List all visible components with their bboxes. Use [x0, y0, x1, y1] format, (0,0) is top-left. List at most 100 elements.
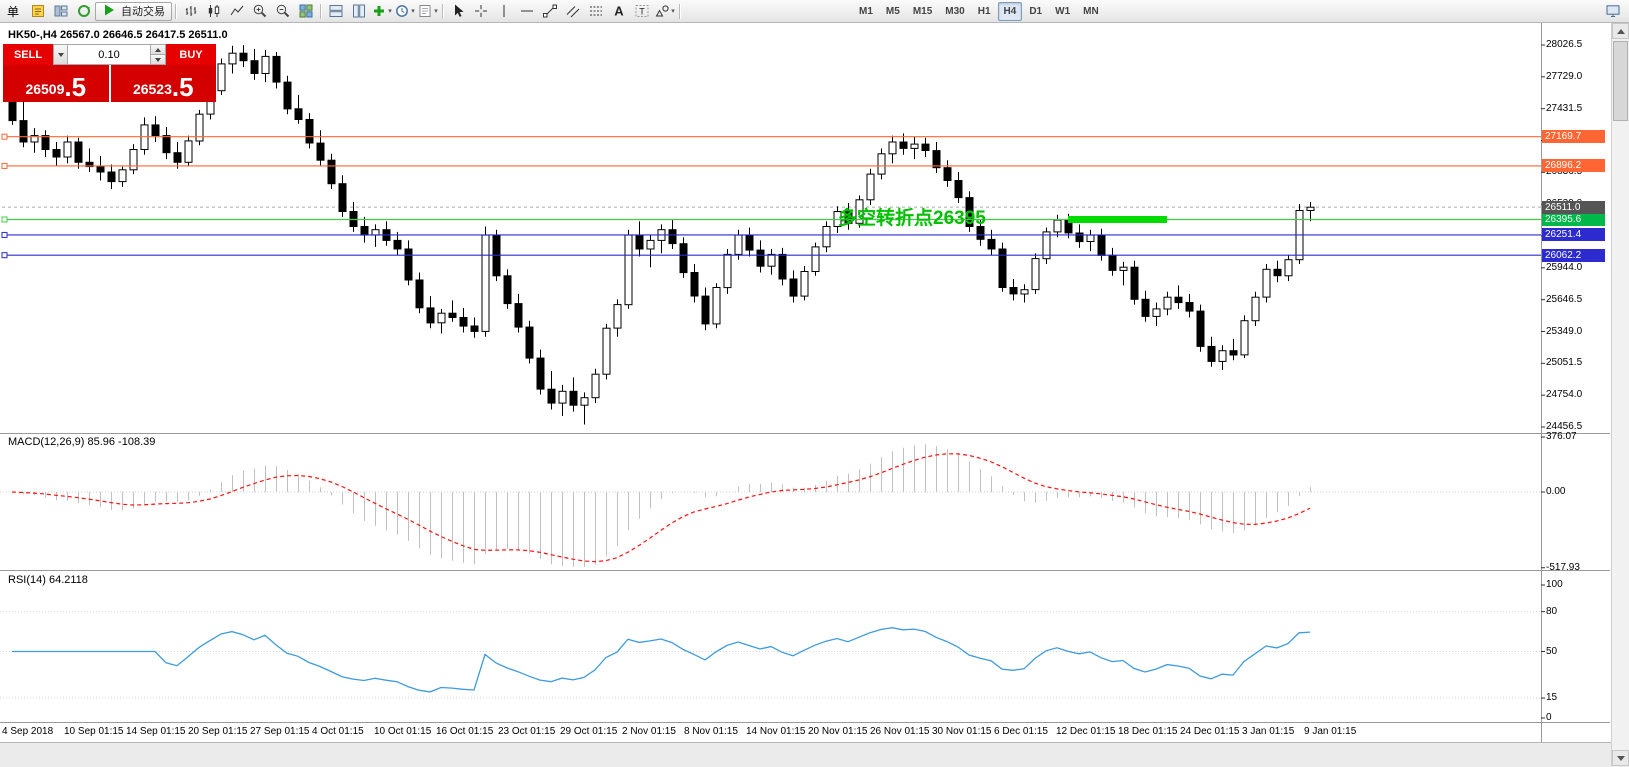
timeframe-button-d1[interactable]: D1 — [1029, 5, 1043, 17]
timeframe-button-m30[interactable]: M30 — [945, 5, 965, 17]
horizontal-line-icon[interactable] — [515, 1, 538, 22]
chart-title: HK50-,H4 26567.0 26646.5 26417.5 26511.0 — [8, 29, 228, 41]
time-axis-label: 24 Dec 01:15 — [1180, 726, 1240, 737]
rsi-axis-tick: 15 — [1546, 692, 1558, 704]
price-axis-tick: 25349.0 — [1546, 325, 1583, 337]
arrange-vertical-icon[interactable] — [347, 1, 370, 22]
cursor-icon[interactable] — [446, 1, 469, 22]
trendline-icon[interactable] — [538, 1, 561, 22]
price-axis-tick: 25051.5 — [1546, 357, 1583, 369]
timeframe-button-h4[interactable]: H4 — [997, 1, 1023, 21]
navigator-icon[interactable] — [72, 1, 95, 22]
time-axis-label: 23 Oct 01:15 — [498, 726, 556, 737]
sell-price[interactable]: 26509.5 — [3, 65, 109, 102]
rsi-axis-tick: 100 — [1546, 579, 1563, 590]
scroll-up-button[interactable] — [1612, 23, 1629, 39]
buy-price-main: 26523 — [132, 81, 172, 97]
text-label-icon[interactable]: T — [630, 1, 653, 22]
timeframe-button-m15[interactable]: M15 — [912, 5, 933, 17]
monitor-icon[interactable] — [1601, 1, 1624, 22]
arrange-horizontal-icon[interactable] — [324, 1, 347, 22]
zoom-out-icon[interactable] — [271, 1, 294, 22]
time-axis-label: 20 Sep 01:15 — [188, 726, 248, 737]
time-axis-label: 27 Sep 01:15 — [250, 726, 310, 737]
time-axis-label: 30 Nov 01:15 — [932, 726, 992, 737]
zoom-in-icon[interactable] — [248, 1, 271, 22]
volume-input[interactable] — [68, 44, 151, 65]
one-click-trading-panel: SELL BUY 26509.5 26523.5 — [3, 44, 216, 102]
menu-fragment[interactable]: 单 — [7, 4, 20, 19]
bar-chart-icon[interactable] — [179, 1, 202, 22]
macd-axis-tick: 376.07 — [1546, 431, 1577, 442]
fibonacci-icon[interactable] — [584, 1, 607, 22]
price-badge: 26395.6 — [1542, 213, 1605, 226]
price-badge: 27169.7 — [1542, 130, 1605, 144]
arrow-up-icon — [1616, 28, 1625, 34]
buy-price[interactable]: 26523.5 — [110, 65, 216, 102]
sell-price-frac: .5 — [64, 72, 87, 102]
macd-axis-tick: 0.00 — [1546, 486, 1566, 497]
indicators-icon[interactable] — [370, 1, 393, 22]
price-badge: 26511.0 — [1542, 200, 1605, 214]
rsi-indicator-label: RSI(14) 64.2118 — [8, 574, 88, 586]
timeframe-button-m5[interactable]: M5 — [885, 5, 900, 17]
toolbar-separator — [679, 3, 681, 19]
autotrading-button[interactable]: 自动交易 — [95, 1, 173, 21]
price-axis-tick: 26539.0 — [1546, 198, 1583, 210]
timeframe-button-h1[interactable]: H1 — [977, 5, 991, 17]
volume-increase-button[interactable] — [151, 45, 165, 55]
vertical-scrollbar[interactable] — [1611, 23, 1629, 766]
sell-button[interactable]: SELL — [3, 44, 53, 65]
price-axis-tick: 26836.5 — [1546, 166, 1583, 178]
rsi-axis-tick: 80 — [1546, 605, 1558, 617]
price-axis-tick: 24754.0 — [1546, 389, 1583, 401]
channel-icon[interactable] — [561, 1, 584, 22]
vertical-line-icon[interactable] — [492, 1, 515, 22]
time-axis-label: 3 Jan 01:15 — [1242, 726, 1295, 737]
tile-windows-icon[interactable] — [294, 1, 317, 22]
buy-button[interactable]: BUY — [166, 44, 216, 65]
caret-down-icon — [57, 52, 64, 57]
timeframe-button-m1[interactable]: M1 — [859, 5, 873, 17]
svg-text:A: A — [614, 4, 624, 19]
price-axis-tick: 27134.0 — [1546, 134, 1583, 146]
time-axis-label: 18 Dec 01:15 — [1118, 726, 1178, 737]
candlestick-chart-icon[interactable] — [202, 1, 225, 22]
timeframe-button-w1[interactable]: W1 — [1055, 5, 1071, 17]
price-axis-tick: 27729.0 — [1546, 70, 1583, 82]
price-badge: 26896.2 — [1542, 159, 1605, 173]
price-badge: 26251.4 — [1542, 228, 1605, 242]
toolbar-separator — [175, 3, 177, 19]
volume-dropdown-button[interactable] — [53, 44, 68, 65]
new-order-icon[interactable] — [26, 1, 49, 22]
status-strip — [0, 742, 1629, 767]
time-axis-label: 20 Nov 01:15 — [808, 726, 868, 737]
market-watch-icon[interactable] — [49, 1, 72, 22]
macd-axis-tick: -517.93 — [1546, 561, 1580, 573]
chart-annotation[interactable]: 多空转折点26395 — [838, 208, 986, 229]
scrollbar-thumb[interactable] — [1613, 41, 1628, 121]
caret-down-icon — [155, 57, 161, 62]
shapes-icon[interactable] — [653, 1, 676, 22]
time-axis-label: 9 Jan 01:15 — [1304, 726, 1357, 737]
time-axis-label: 10 Oct 01:15 — [374, 726, 432, 737]
time-axis-label: 10 Sep 01:15 — [64, 726, 124, 737]
time-axis-label: 4 Oct 01:15 — [312, 726, 364, 737]
crosshair-icon[interactable] — [469, 1, 492, 22]
price-axis-tick: 27431.5 — [1546, 102, 1583, 114]
line-chart-icon[interactable] — [225, 1, 248, 22]
periods-icon[interactable] — [393, 1, 416, 22]
toolbar-separator — [442, 3, 444, 19]
svg-text:T: T — [639, 7, 645, 17]
price-axis-tick: 25944.0 — [1546, 261, 1583, 273]
timeframe-button-mn[interactable]: MN — [1083, 5, 1099, 17]
rsi-axis-tick: 0 — [1546, 712, 1552, 723]
caret-up-icon — [155, 47, 161, 52]
text-tool-icon[interactable]: A — [607, 1, 630, 22]
macd-indicator-label: MACD(12,26,9) 85.96 -108.39 — [8, 436, 156, 448]
templates-icon[interactable] — [416, 1, 439, 22]
volume-decrease-button[interactable] — [151, 55, 165, 64]
scroll-down-button[interactable] — [1612, 750, 1629, 766]
